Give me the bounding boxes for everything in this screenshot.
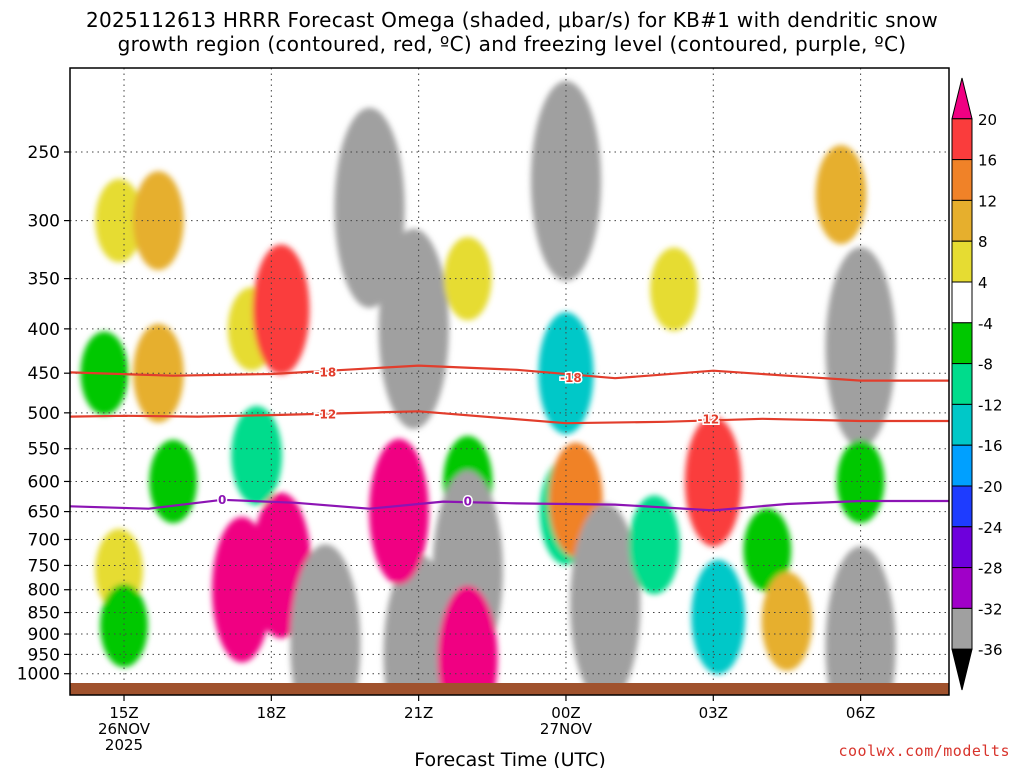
x-tick-label-21Z-0: 21Z xyxy=(404,704,433,722)
colorbar-segment-14 xyxy=(951,648,973,691)
x-tick-label-06Z-0: 06Z xyxy=(846,704,875,722)
omega-cell-35 xyxy=(825,247,896,448)
y-axis: 2503003504004505005506006507007508008509… xyxy=(17,143,70,685)
y-tick-label-900: 900 xyxy=(28,625,60,645)
omega-cell-5 xyxy=(149,439,197,524)
omega-cell-32 xyxy=(743,508,792,592)
omega-cell-14 xyxy=(334,107,405,308)
y-tick-label-850: 850 xyxy=(28,604,60,624)
colorbar-segment-2 xyxy=(951,159,973,201)
y-tick-label-700: 700 xyxy=(28,530,60,550)
omega-cell-16 xyxy=(290,544,361,683)
y-tick-label-1000: 1000 xyxy=(17,665,60,685)
contour-line-1 xyxy=(70,410,949,425)
colorbar-segment-12 xyxy=(951,567,973,609)
omega-cell-31 xyxy=(691,559,746,675)
temperature-contours: -18 -18 -12 -12 0 0 xyxy=(70,364,949,512)
contour-label-1: -18 xyxy=(560,371,582,385)
contour-label-5: 0 xyxy=(464,495,472,509)
y-tick-label-300: 300 xyxy=(28,212,60,232)
colorbar-label-12: 12 xyxy=(978,192,997,210)
colorbar-label-16: 16 xyxy=(978,152,997,170)
colorbar-segment-11 xyxy=(951,526,973,569)
y-tick-label-650: 650 xyxy=(28,503,60,523)
y-tick-label-600: 600 xyxy=(28,472,60,492)
omega-cell-19 xyxy=(443,236,492,321)
omega-cell-29 xyxy=(650,247,698,331)
omega-cell-33 xyxy=(761,571,813,671)
omega-cell-27 xyxy=(570,503,641,683)
colorbar-label--36: -36 xyxy=(978,641,1003,659)
omega-cell-34 xyxy=(815,145,867,245)
plot-frame xyxy=(69,67,950,696)
colorbar-segment-10 xyxy=(951,485,973,528)
grid-lines xyxy=(70,68,949,683)
y-tick-label-500: 500 xyxy=(28,404,60,424)
x-tick-label-18Z-0: 18Z xyxy=(257,704,286,722)
y-tick-label-800: 800 xyxy=(28,581,60,601)
colorbar: 20 16 12 8 4 -4 -8 -12 -16 -20 -24 -28 -32 -36 xyxy=(951,77,1003,691)
colorbar-label--28: -28 xyxy=(978,560,1003,578)
colorbar-segment-8 xyxy=(951,403,973,446)
contour-label-4: 0 xyxy=(218,493,226,507)
colorbar-label--12: -12 xyxy=(978,396,1003,414)
colorbar-segment-9 xyxy=(951,444,973,487)
colorbar-segment-6 xyxy=(951,322,973,365)
chart-title-line-2: growth region (contoured, red, ºC) and f… xyxy=(117,32,907,56)
colorbar-label--4: -4 xyxy=(978,315,993,333)
colorbar-segment-13 xyxy=(951,607,973,650)
colorbar-segment-1 xyxy=(951,118,973,161)
plot-background xyxy=(70,68,949,695)
x-tick-label-03Z-0: 03Z xyxy=(699,704,728,722)
x-tick-label-15Z-1: 26NOV xyxy=(98,720,151,738)
chart-title-line-1: 2025112613 HRRR Forecast Omega (shaded, … xyxy=(85,8,938,32)
colorbar-label-8: 8 xyxy=(978,233,988,251)
omega-cell-6 xyxy=(100,583,148,668)
contour-line-0 xyxy=(70,364,949,382)
x-axis-label: Forecast Time (UTC) xyxy=(414,749,605,768)
credit-text: coolwx.com/modelts xyxy=(838,742,1010,760)
contour-label-2: -12 xyxy=(315,407,337,421)
ground-bar xyxy=(70,683,949,695)
colorbar-segment-5 xyxy=(951,281,973,324)
omega-cell-15 xyxy=(378,228,449,429)
x-tick-label-15Z-0: 15Z xyxy=(109,704,138,722)
colorbar-label-4: 4 xyxy=(978,274,988,292)
omega-cell-28 xyxy=(629,495,680,595)
contour-line-2 xyxy=(70,498,949,512)
colorbar-segment-3 xyxy=(951,199,973,242)
colorbar-label--16: -16 xyxy=(978,437,1003,455)
y-tick-label-250: 250 xyxy=(28,143,60,163)
contour-label-3: -12 xyxy=(698,413,720,427)
colorbar-segment-0 xyxy=(951,77,973,120)
y-tick-label-400: 400 xyxy=(28,320,60,340)
y-tick-label-950: 950 xyxy=(28,645,60,665)
y-tick-label-750: 750 xyxy=(28,556,60,576)
x-tick-label-15Z-2: 2025 xyxy=(105,736,143,754)
omega-cell-22 xyxy=(437,585,498,683)
omega-cell-23 xyxy=(530,80,602,281)
omega-cell-18 xyxy=(369,438,429,585)
colorbar-segment-4 xyxy=(951,240,973,283)
contour-label-0: -18 xyxy=(315,365,337,379)
omega-cell-8 xyxy=(252,244,310,375)
colorbar-label--32: -32 xyxy=(978,600,1003,618)
x-tick-label-00Z-1: 27NOV xyxy=(540,720,593,738)
colorbar-label--8: -8 xyxy=(978,356,993,374)
y-tick-label-350: 350 xyxy=(28,270,60,290)
x-tick-label-00Z-0: 00Z xyxy=(551,704,580,722)
colorbar-label--20: -20 xyxy=(978,478,1003,496)
omega-cell-37 xyxy=(825,546,896,683)
colorbar-segment-7 xyxy=(951,363,973,405)
y-tick-label-450: 450 xyxy=(28,364,60,384)
colorbar-label-20: 20 xyxy=(978,111,997,129)
omega-cell-9 xyxy=(231,406,282,505)
colorbar-label--24: -24 xyxy=(978,519,1003,537)
omega-cell-0 xyxy=(95,178,143,263)
y-tick-label-550: 550 xyxy=(28,440,60,460)
